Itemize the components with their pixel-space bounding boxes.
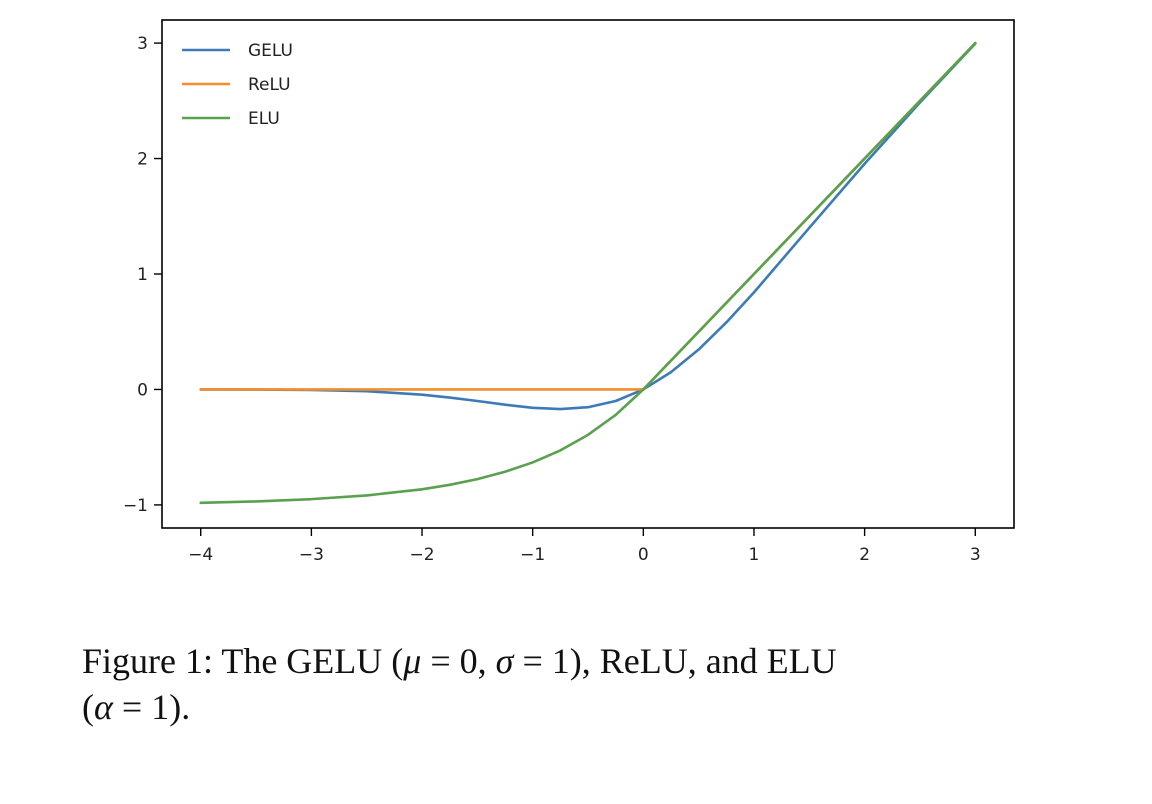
series-line-relu bbox=[199, 41, 977, 391]
y-tick-label: 0 bbox=[137, 380, 148, 400]
line-chart: −4 −3 −2 −1 0 1 2 3 −1 0 1 2 3 GELU ReLU ELU bbox=[123, 19, 1015, 565]
caption-line2-open: ( bbox=[82, 687, 94, 727]
x-tick-label: −3 bbox=[299, 545, 324, 565]
x-tick-label: 0 bbox=[638, 545, 649, 565]
legend-label-gelu: GELU bbox=[248, 41, 293, 61]
legend: GELU ReLU ELU bbox=[182, 41, 293, 129]
y-tick-label: 1 bbox=[137, 265, 148, 285]
x-tick-label: 1 bbox=[749, 545, 760, 565]
x-tick-label: 3 bbox=[970, 545, 981, 565]
series-layer bbox=[199, 41, 977, 505]
x-tick-label: −2 bbox=[409, 545, 434, 565]
caption-mu: μ bbox=[403, 641, 422, 681]
caption-prefix: Figure 1: The GELU ( bbox=[82, 641, 404, 681]
series-line-gelu bbox=[199, 42, 977, 411]
x-tick-label: −1 bbox=[520, 545, 545, 565]
x-tick-label: −4 bbox=[188, 545, 213, 565]
caption-line-2: (α = 1). bbox=[82, 684, 1082, 730]
caption-mid-1: = 0, bbox=[421, 641, 496, 681]
x-tick-label: 2 bbox=[859, 545, 870, 565]
plot-frame bbox=[161, 19, 1015, 529]
caption-mid-2: = 1), ReLU, and ELU bbox=[513, 641, 837, 681]
series-line-elu bbox=[199, 41, 977, 505]
y-tick-label: 3 bbox=[137, 34, 148, 54]
legend-label-relu: ReLU bbox=[248, 75, 291, 95]
caption-line-1: Figure 1: The GELU (μ = 0, σ = 1), ReLU,… bbox=[82, 638, 1082, 684]
tick-layer: −4 −3 −2 −1 0 1 2 3 −1 0 1 2 3 bbox=[123, 34, 981, 565]
caption-sigma: σ bbox=[495, 641, 514, 681]
caption-alpha: α bbox=[94, 687, 113, 727]
y-tick-label: −1 bbox=[123, 496, 148, 516]
figure-caption: Figure 1: The GELU (μ = 0, σ = 1), ReLU,… bbox=[82, 638, 1082, 730]
caption-line2-close: = 1). bbox=[112, 687, 191, 727]
legend-label-elu: ELU bbox=[248, 109, 280, 129]
y-tick-label: 2 bbox=[137, 150, 148, 170]
